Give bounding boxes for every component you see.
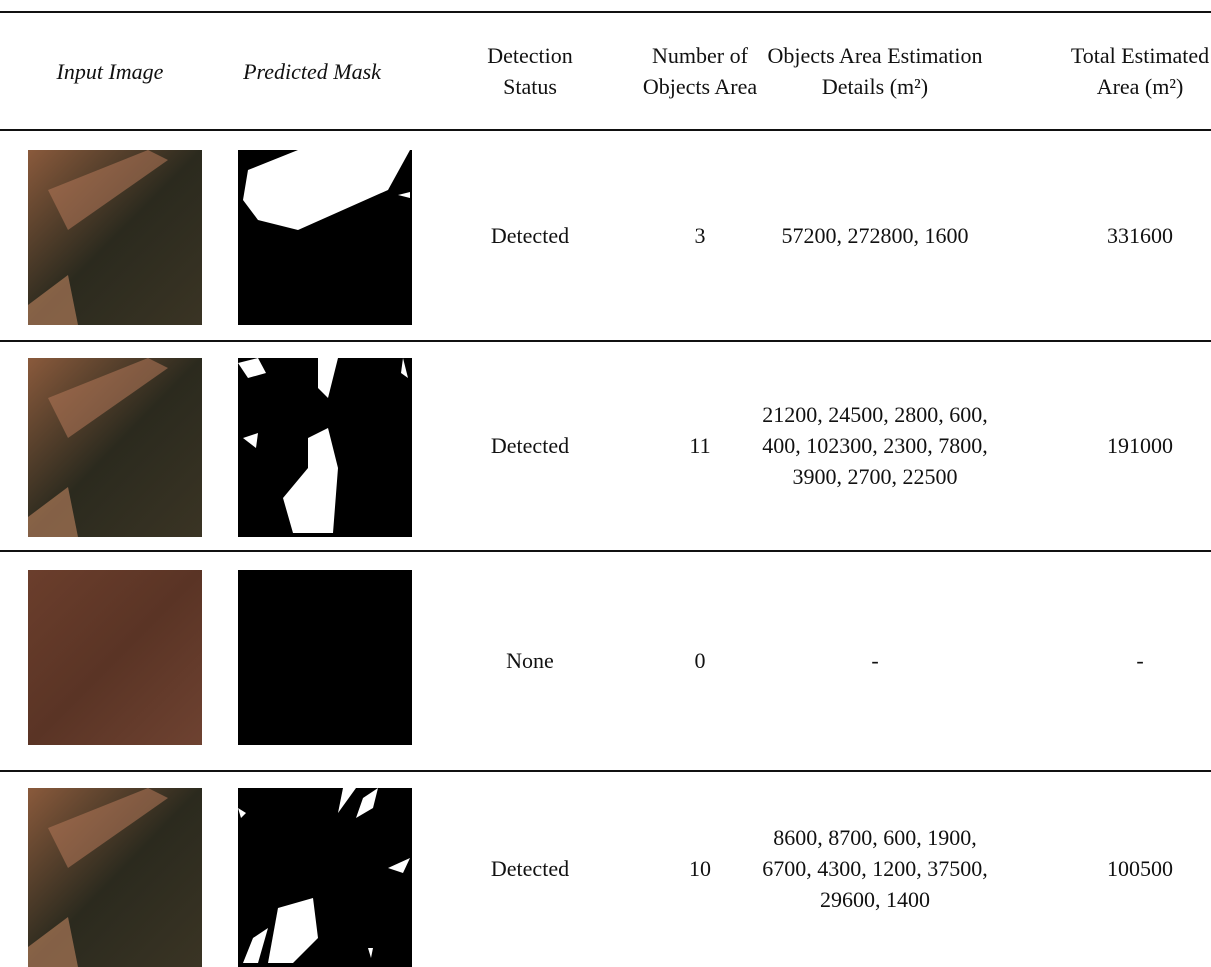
header-cell: Objects Area Estimation Details (m²) (760, 13, 990, 129)
header-cell: Number of Objects Area (630, 13, 770, 129)
predicted-mask (238, 358, 412, 537)
detection-status: Detected (470, 770, 590, 967)
detection-status: None (470, 550, 590, 770)
row-rule (0, 340, 1211, 342)
header-cell: Total Estimated Area (m²) (1070, 13, 1210, 129)
total-area: - (1070, 550, 1210, 770)
area-details: 57200, 272800, 1600 (760, 130, 990, 340)
object-count: 3 (630, 130, 770, 340)
predicted-mask (238, 570, 412, 745)
page: Input ImagePredicted Mask Detection Statu… (0, 0, 1211, 967)
total-area: 191000 (1070, 340, 1210, 550)
input-image (28, 358, 202, 537)
predicted-mask (238, 150, 412, 325)
header-cell: Predicted Mask (222, 13, 402, 129)
detection-status: Detected (470, 130, 590, 340)
area-details: 21200, 24500, 2800, 600, 400, 102300, 23… (760, 340, 990, 550)
header-rule (0, 129, 1211, 131)
area-details: 8600, 8700, 600, 1900, 6700, 4300, 1200,… (760, 770, 990, 967)
row-rule (0, 550, 1211, 552)
object-count: 11 (630, 340, 770, 550)
input-image (28, 788, 202, 967)
total-area: 100500 (1070, 770, 1210, 967)
input-image (28, 150, 202, 325)
detection-status: Detected (470, 340, 590, 550)
total-area: 331600 (1070, 130, 1210, 340)
header-cell: Detection Status (470, 13, 590, 129)
predicted-mask (238, 788, 412, 967)
row-rule (0, 770, 1211, 772)
input-image (28, 570, 202, 745)
object-count: 0 (630, 550, 770, 770)
area-details: - (760, 550, 990, 770)
object-count: 10 (630, 770, 770, 967)
header-cell: Input Image (10, 13, 210, 129)
